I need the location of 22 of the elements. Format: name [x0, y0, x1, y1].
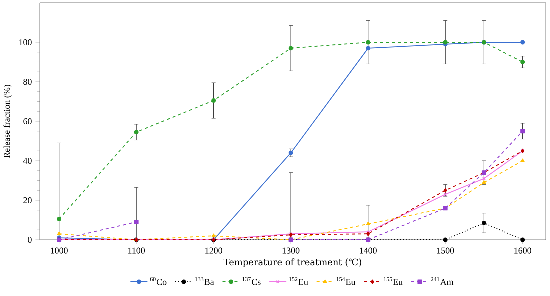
y-axis-title: Release fraction (%) — [4, 85, 12, 158]
legend-label: $^{133}$Ba — [195, 277, 214, 286]
legend-label: $^{137}$Cs — [242, 277, 261, 286]
x-axis-title: Temperature of treatment (℃) — [224, 258, 362, 268]
legend-label: $^{154}$Eu — [336, 277, 356, 286]
y-tick-label: 80 — [24, 78, 32, 86]
x-tick-label: 1100 — [128, 248, 146, 254]
y-tick-label: 100 — [20, 39, 32, 46]
y-tick-label: 60 — [24, 118, 32, 125]
x-tick-label: 1200 — [206, 248, 222, 254]
legend-label: $^{241}$Am — [431, 277, 454, 286]
x-tick-label: 1600 — [514, 248, 532, 254]
legend-label: $^{60}$Co — [150, 277, 167, 286]
x-tick-label: 1400 — [360, 248, 377, 254]
x-tick-label: 1500 — [437, 248, 454, 254]
y-tick-label: 20 — [24, 197, 32, 204]
y-tick-label: 0 — [28, 236, 32, 244]
legend-label: $^{155}$Eu — [384, 277, 403, 286]
x-tick-label: 1300 — [282, 248, 300, 254]
y-tick-label: 40 — [23, 158, 32, 164]
legend-label: $^{152}$Eu — [290, 277, 308, 286]
x-tick-label: 1000 — [51, 248, 68, 254]
